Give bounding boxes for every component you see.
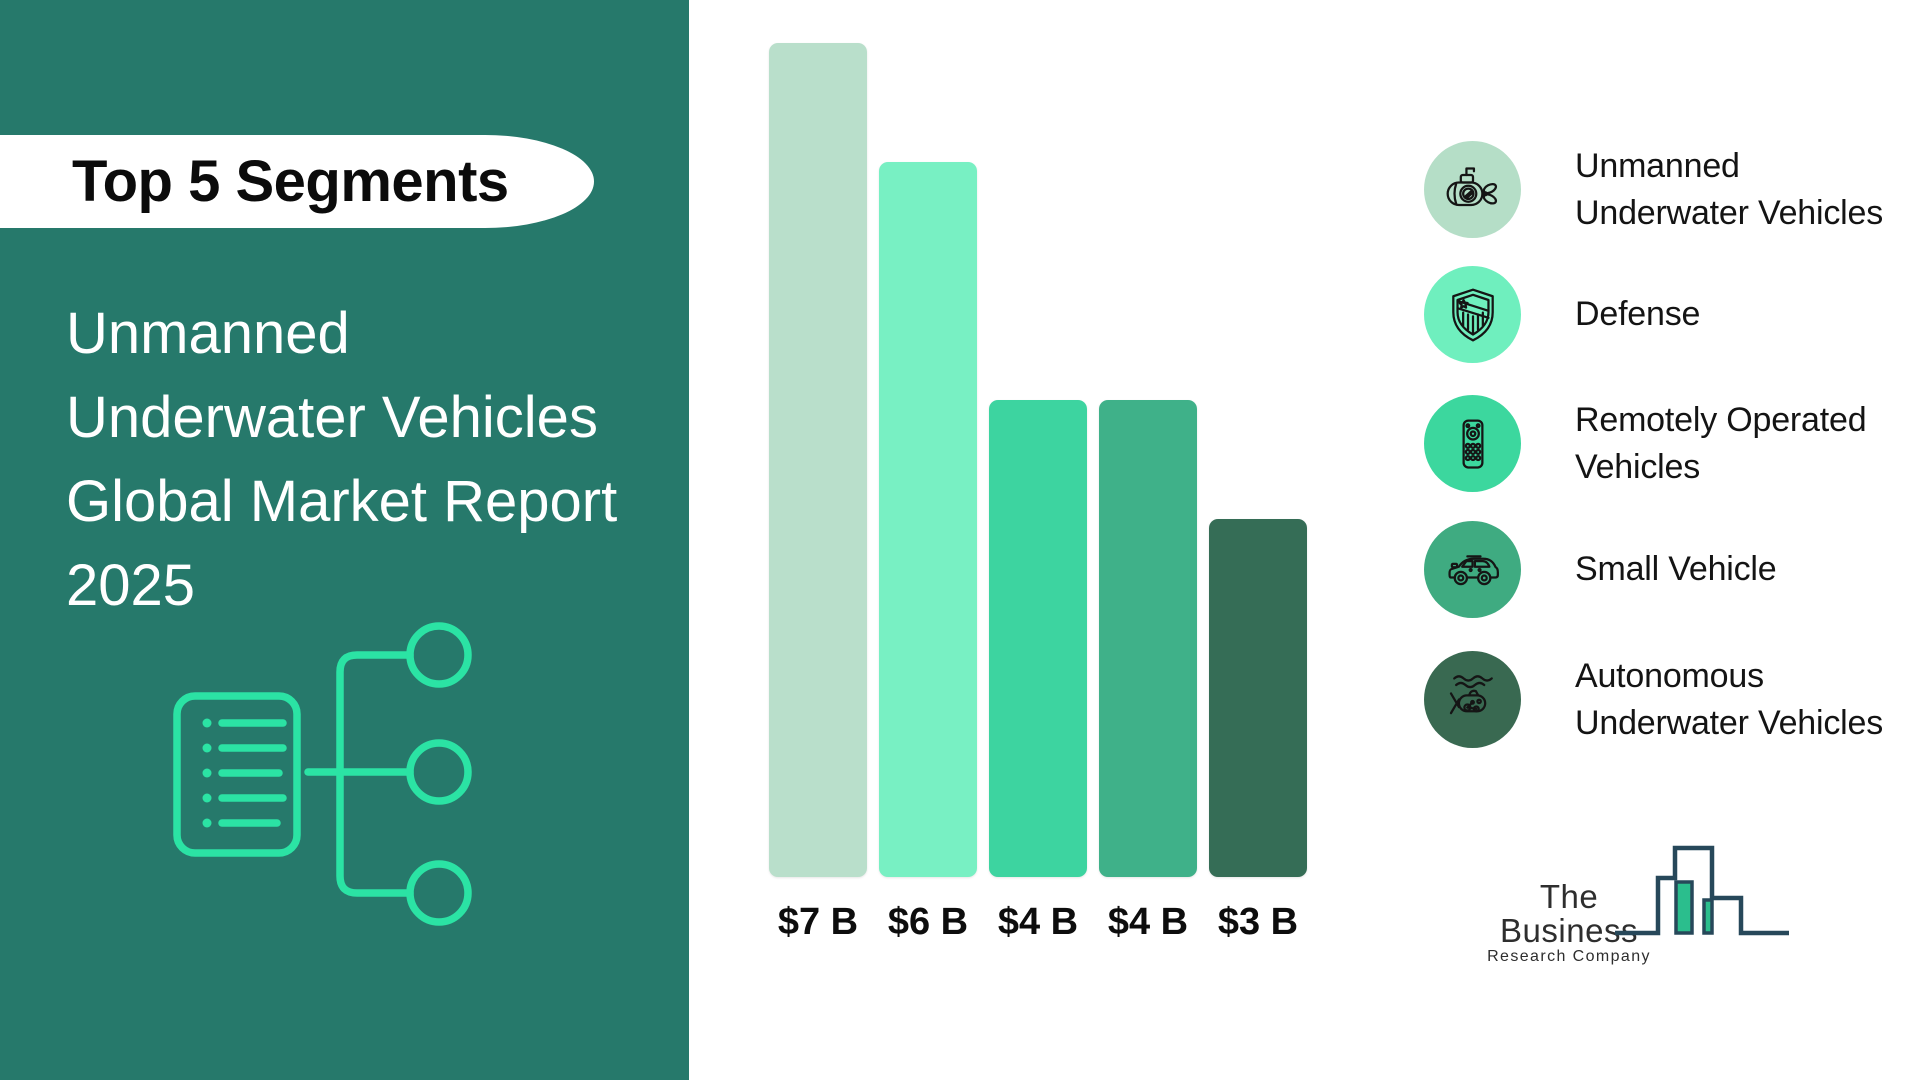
bar-value-label: $3 B xyxy=(1217,901,1299,943)
legend-swatch xyxy=(1424,651,1521,748)
bar-value-label: $4 B xyxy=(997,901,1079,943)
auv-fish-icon xyxy=(1449,674,1493,714)
legend-label: Defense xyxy=(1575,295,1701,333)
legend-item-remotely-operated-vehicles: Remotely Operated Vehicles xyxy=(1424,395,1905,492)
shield-icon xyxy=(1451,288,1494,341)
document-flowchart-icon xyxy=(173,622,472,926)
bar-value-label: $7 B xyxy=(777,901,859,943)
brand-subname: Research Company xyxy=(1487,948,1651,965)
legend-label: Unmanned Underwater Vehicles xyxy=(1575,146,1884,232)
brand-logo-text: The Business Research Company xyxy=(1478,880,1660,966)
bar-unmanned-underwater-vehicles xyxy=(769,43,867,877)
legend-item-defense: Defense xyxy=(1424,266,1905,363)
legend-label: Small Vehicle xyxy=(1575,550,1777,588)
legend-item-small-vehicle: Small Vehicle xyxy=(1424,521,1905,618)
legend-swatch xyxy=(1424,266,1521,363)
bar-value-label: $6 B xyxy=(887,901,969,943)
remote-control-icon xyxy=(1462,418,1483,469)
bar-defense xyxy=(879,162,977,877)
bar-small-vehicle xyxy=(1099,400,1197,877)
bar-remotely-operated-vehicles xyxy=(989,400,1087,877)
page-title: Unmanned Underwater Vehicles Global Mark… xyxy=(66,301,618,618)
legend-swatch xyxy=(1424,395,1521,492)
legend-label: Remotely Operated Vehicles xyxy=(1575,400,1867,486)
legend-label: Autonomous Underwater Vehicles xyxy=(1575,656,1884,742)
banner-label: Top 5 Segments xyxy=(72,149,509,214)
brand-logo-skyline-icon xyxy=(1615,845,1789,936)
car-icon xyxy=(1447,554,1499,585)
top-segments-banner: Top 5 Segments xyxy=(0,135,594,228)
legend-item-autonomous-underwater-vehicles: Autonomous Underwater Vehicles xyxy=(1424,651,1905,748)
bar-autonomous-underwater-vehicles xyxy=(1209,519,1307,877)
bar-value-label: $4 B xyxy=(1107,901,1189,943)
legend-swatch xyxy=(1424,521,1521,618)
brand-name: The Business xyxy=(1500,878,1638,949)
sidebar: Top 5 Segments Unmanned Underwater Vehic… xyxy=(0,0,689,1080)
legend-item-unmanned-underwater-vehicles: Unmanned Underwater Vehicles xyxy=(1424,141,1905,238)
submarine-icon xyxy=(1446,166,1497,206)
legend-swatch xyxy=(1424,141,1521,238)
